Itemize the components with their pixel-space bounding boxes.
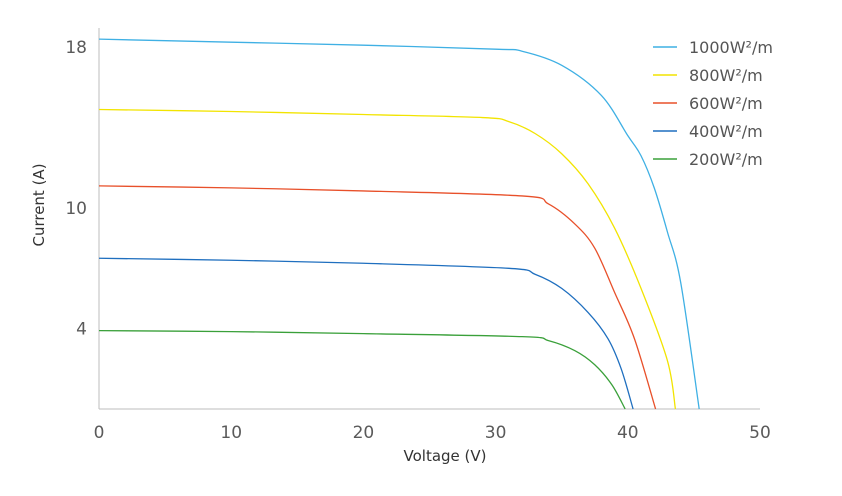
y-tick-label: 10 (65, 199, 87, 219)
x-tick-label: 0 (94, 423, 105, 443)
series-line-0 (98, 38, 700, 410)
x-tick-label: 50 (749, 423, 771, 443)
series-line-1 (98, 108, 677, 410)
legend-label: 400W²/m (689, 122, 763, 141)
series-line-3 (98, 257, 634, 410)
x-tick-label: 30 (485, 423, 507, 443)
legend-label: 1000W²/m (689, 38, 773, 57)
y-tick-label: 18 (65, 38, 87, 58)
y-axis-label: Current (A) (30, 163, 48, 246)
series-line-4 (98, 329, 626, 410)
x-tick-label: 40 (617, 423, 639, 443)
legend-label: 800W²/m (689, 66, 763, 85)
legend-label: 600W²/m (689, 94, 763, 113)
x-axis-label: Voltage (V) (404, 447, 487, 465)
x-tick-label: 20 (353, 423, 375, 443)
series-line-2 (98, 185, 657, 410)
x-tick-label: 10 (220, 423, 242, 443)
y-tick-label: 4 (76, 320, 87, 340)
legend-label: 200W²/m (689, 150, 763, 169)
